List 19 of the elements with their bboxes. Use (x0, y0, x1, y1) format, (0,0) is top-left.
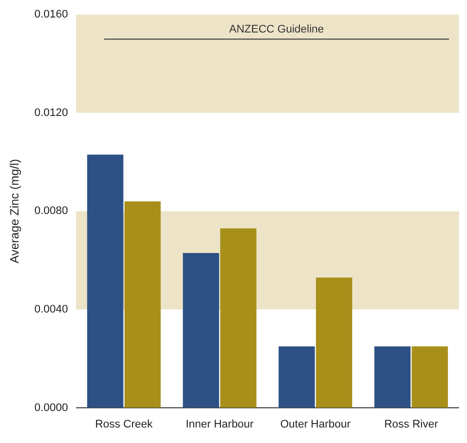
x-tick-label: Inner Harbour (186, 418, 254, 430)
bar (278, 346, 315, 408)
bar (87, 154, 124, 408)
bar (374, 346, 411, 408)
x-tick-label: Ross Creek (95, 418, 154, 430)
y-tick-label: 0.0160 (34, 8, 68, 21)
y-axis-title: Average Zinc (mg/l) (8, 158, 22, 264)
bar (124, 201, 161, 408)
bar (412, 346, 448, 408)
y-tick-label: 0.0000 (34, 402, 68, 414)
bar (182, 252, 220, 408)
y-tick-label: 0.0040 (34, 304, 68, 316)
y-tick-label: 0.0120 (34, 106, 68, 119)
y-tick-label: 0.0080 (34, 205, 68, 218)
x-tick-label: Outer Harbour (280, 418, 351, 430)
x-tick-label: Ross River (384, 418, 438, 430)
bar (220, 228, 256, 408)
bar (316, 278, 352, 408)
ref-line-label: ANZECC Guideline (229, 24, 324, 36)
